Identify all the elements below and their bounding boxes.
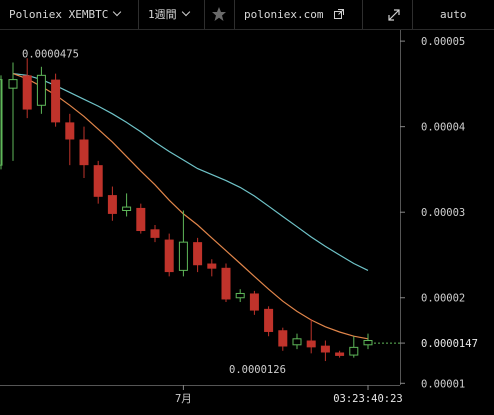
price-axis: 0.00005 0.00004 0.00003 0.00002 0.00001 0.000… <box>400 30 478 390</box>
chart-toolbar: Poloniex XEMBTC 1週間 poloniex.com auto <box>0 0 494 30</box>
last-price-label: 0.0000147 <box>421 338 478 350</box>
candle <box>51 79 61 123</box>
interval-selector[interactable]: 1週間 <box>148 0 190 29</box>
candle <box>178 241 188 271</box>
chart-annotations: 0.0000475 0.0000126 <box>22 49 400 376</box>
fast-moving-average-line <box>12 73 369 340</box>
candle <box>36 74 46 106</box>
candlestick-chart[interactable]: 0.0000475 0.0000126 0.00005 0.00004 0.00003… <box>0 30 494 415</box>
candle <box>93 165 103 197</box>
fullscreen-button[interactable] <box>385 0 405 29</box>
toolbar-divider <box>412 0 413 29</box>
candle <box>207 263 217 269</box>
candle <box>221 267 231 300</box>
candle <box>235 292 245 299</box>
candle <box>193 242 203 266</box>
candle <box>107 195 117 214</box>
time-tick-label: 7月 <box>175 393 192 405</box>
interval-label: 1週間 <box>148 8 177 21</box>
candle <box>335 352 345 356</box>
toolbar-divider <box>362 0 363 29</box>
site-label: poloniex.com <box>244 8 324 21</box>
toolbar-divider <box>234 0 235 29</box>
symbol-selector[interactable]: Poloniex XEMBTC <box>9 0 122 29</box>
candle <box>306 340 316 348</box>
slow-moving-average-line <box>12 73 369 271</box>
crosshair-time-label: 03:23:40:23 <box>333 393 403 405</box>
star-icon <box>212 7 226 21</box>
scale-mode-button[interactable]: auto <box>440 0 467 29</box>
high-price-label: 0.0000475 <box>22 49 79 61</box>
candle <box>249 293 259 311</box>
toolbar-divider <box>138 0 139 29</box>
candle <box>22 75 32 110</box>
favorite-button[interactable] <box>210 0 232 29</box>
candle <box>320 345 330 353</box>
site-link[interactable]: poloniex.com <box>244 0 345 29</box>
price-tick-label: 0.00002 <box>421 293 465 305</box>
candle <box>278 330 288 347</box>
candle <box>264 308 274 332</box>
candle <box>8 79 18 89</box>
toolbar-divider <box>204 0 205 29</box>
external-link-icon <box>334 9 345 19</box>
candle <box>363 340 373 346</box>
candle <box>136 207 146 232</box>
candle <box>122 206 132 211</box>
candle <box>349 346 359 356</box>
symbol-label: Poloniex XEMBTC <box>9 8 109 21</box>
expand-icon <box>388 9 400 21</box>
candle <box>150 229 160 238</box>
price-tick-label: 0.00001 <box>421 378 465 390</box>
candle <box>79 139 89 166</box>
time-axis: 7月 03:23:40:23 <box>0 385 403 405</box>
price-tick-label: 0.00003 <box>421 207 465 219</box>
moving-averages <box>12 73 369 340</box>
candle <box>0 79 3 166</box>
candle <box>65 122 75 140</box>
chevron-down-icon <box>113 7 122 17</box>
price-tick-label: 0.00005 <box>421 36 465 48</box>
chevron-down-icon <box>181 7 190 17</box>
candle <box>292 338 302 346</box>
candle <box>164 239 174 273</box>
candle-series <box>0 58 373 362</box>
price-tick-label: 0.00004 <box>421 122 465 134</box>
low-price-label: 0.0000126 <box>229 364 286 376</box>
scale-mode-label: auto <box>440 8 467 21</box>
